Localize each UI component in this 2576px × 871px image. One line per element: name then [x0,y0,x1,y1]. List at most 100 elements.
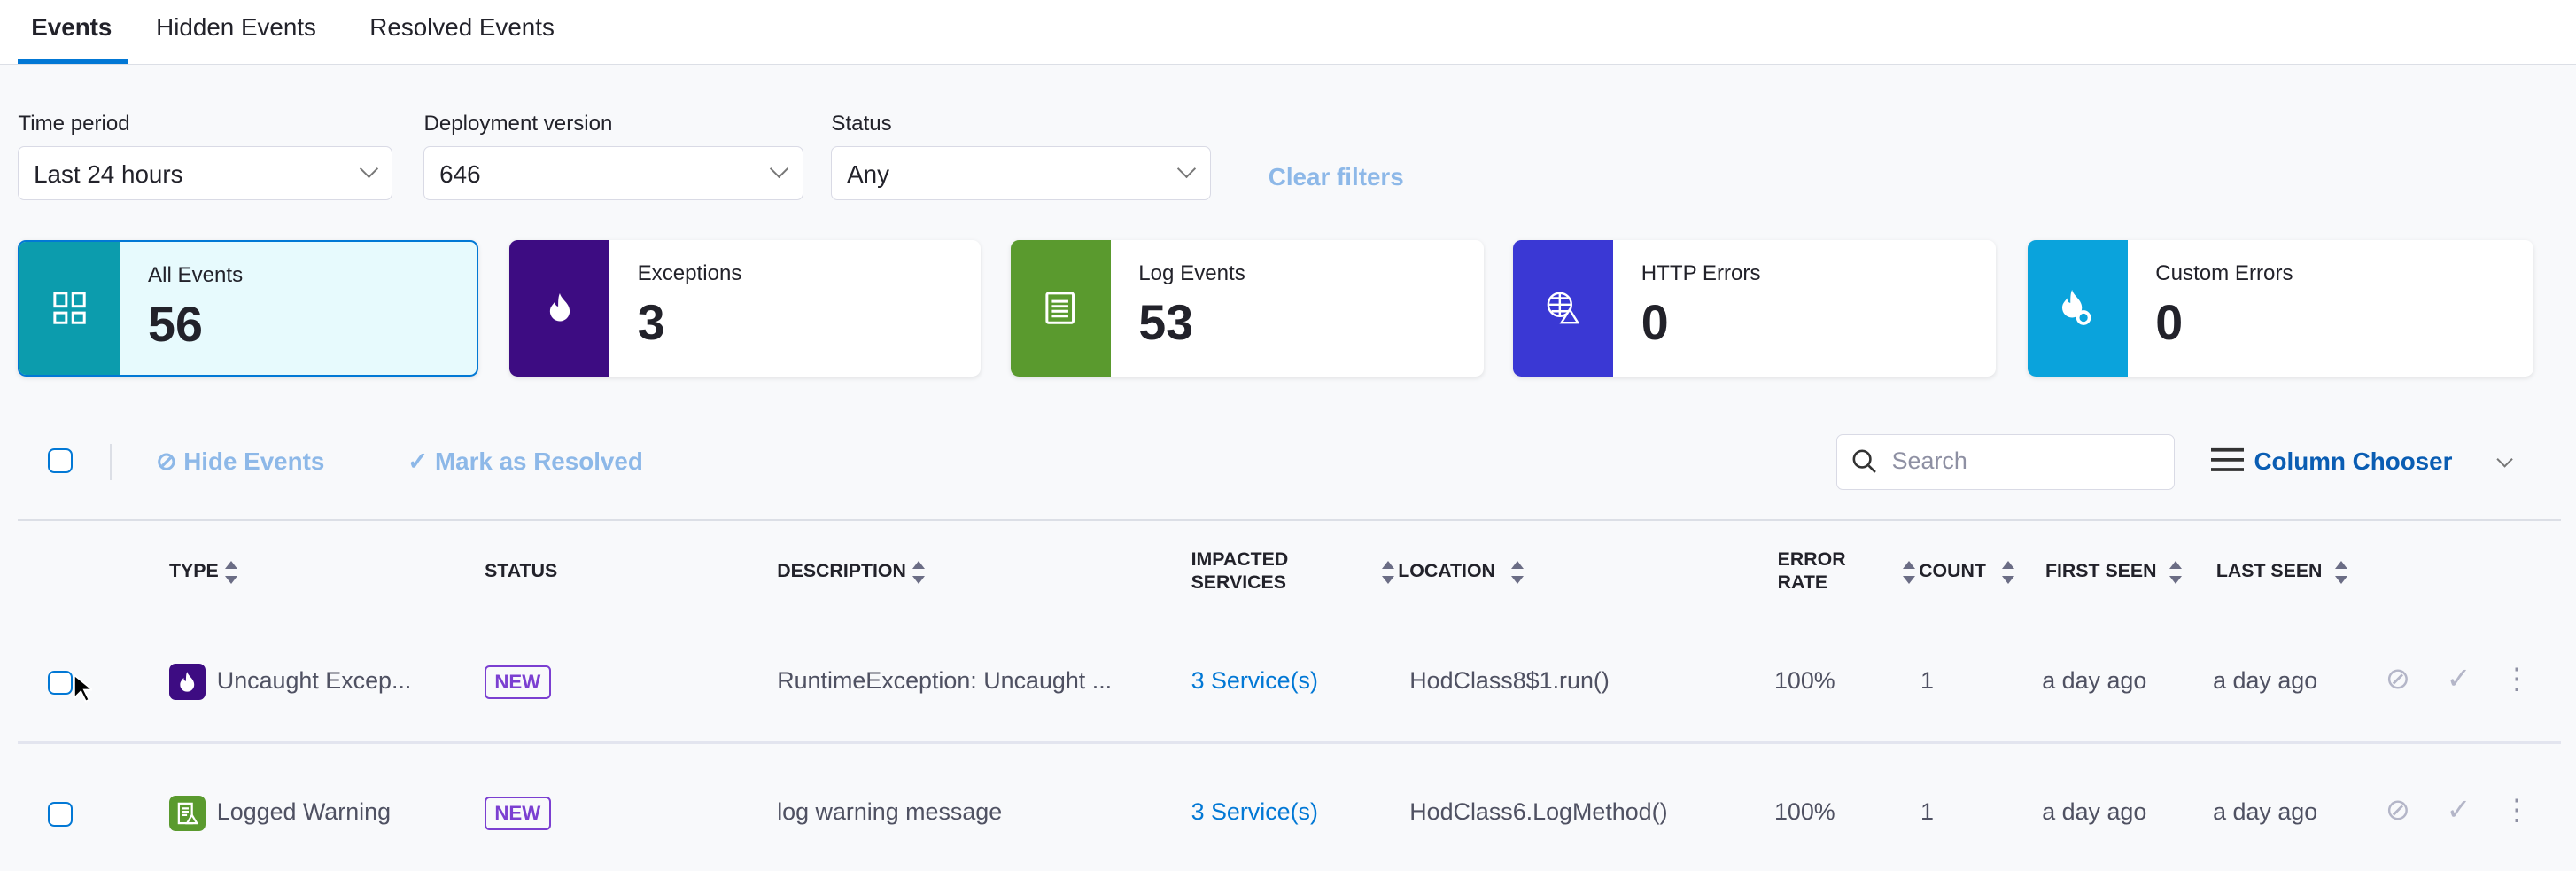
sort-icon [225,560,238,584]
hide-event-icon[interactable]: ⊘ [2385,662,2410,696]
status-select[interactable]: Any [831,146,1211,201]
chevron-down-icon [1177,159,1197,178]
card-count: 0 [1641,294,1669,350]
card-count: 3 [637,294,665,350]
more-options-icon[interactable]: ⋮ [2502,662,2532,696]
sort-icon [912,560,926,584]
select-all-checkbox[interactable] [47,448,73,474]
status-label: Status [831,112,892,136]
card-exceptions[interactable]: Exceptions 3 [508,239,982,377]
grid-icon [19,241,120,375]
error-rate: 100% [1773,666,1835,694]
table-row[interactable]: Uncaught Excep... NEW RuntimeException: … [18,625,2561,740]
event-location: HodClass8$1.run() [1409,666,1610,694]
card-count: 0 [2155,294,2184,350]
resolve-check-icon[interactable]: ✓ [2446,662,2471,696]
log-warning-icon [169,795,206,832]
event-count: 1 [1920,798,1934,826]
sort-icon [2335,560,2348,584]
impacted-services-link[interactable]: 3 Service(s) [1191,798,1318,826]
last-seen: a day ago [2213,798,2318,826]
card-label: All Events [148,262,244,287]
column-header-first-seen[interactable]: FIRST SEEN [2045,560,2190,584]
column-header-status: STATUS [485,560,558,582]
column-header-location[interactable]: LOCATION [1381,560,1532,584]
divider [18,519,2562,521]
time-period-label: Time period [18,112,130,136]
card-custom-errors[interactable]: Custom Errors 0 [2027,239,2533,377]
hide-events-label: Hide Events [183,447,325,476]
toolbar-divider [110,443,113,480]
status-value: Any [847,159,890,188]
hide-event-icon[interactable]: ⊘ [2385,793,2410,827]
tab-bar: Events Hidden Events Resolved Events [0,0,2576,66]
eye-off-icon: ⊘ [156,447,177,476]
sort-icon [1902,560,1916,584]
row-checkbox[interactable] [47,802,73,827]
clear-filters-button[interactable]: Clear filters [1268,162,1404,191]
column-header-count[interactable]: COUNT [1902,560,2022,584]
card-all-events[interactable]: All Events 56 [18,239,478,377]
search-input[interactable]: Search [1836,433,2176,490]
tab-hidden-events[interactable]: Hidden Events [156,12,316,41]
card-http-errors[interactable]: HTTP Errors 0 [1513,239,1997,377]
flame-icon [508,239,610,377]
menu-icon [2211,448,2245,472]
column-header-error-rate: ERROR RATE [1777,548,1846,594]
card-label: Exceptions [637,261,742,285]
deployment-version-value: 646 [439,159,481,188]
last-seen: a day ago [2213,666,2318,694]
chevron-down-icon[interactable] [2496,451,2513,468]
first-seen: a day ago [2042,798,2147,826]
column-header-description[interactable]: DESCRIPTION [777,560,932,584]
row-divider [18,741,2562,745]
row-checkbox[interactable] [47,670,73,696]
table-row[interactable]: Logged Warning NEW log warning message 3… [18,756,2561,871]
search-placeholder: Search [1891,447,1967,475]
deployment-version-label: Deployment version [423,112,613,136]
globe-warning-icon [1513,239,1614,377]
event-count: 1 [1920,666,1934,694]
card-label: Log Events [1138,261,1245,285]
resolve-check-icon[interactable]: ✓ [2446,793,2471,827]
tab-resolved-events[interactable]: Resolved Events [369,12,555,41]
active-tab-indicator [18,58,128,65]
event-type: Logged Warning [216,798,392,826]
chevron-down-icon [770,159,789,178]
card-count: 53 [1138,294,1194,350]
deployment-version-select[interactable]: 646 [423,146,803,201]
mouse-cursor-icon [73,673,92,704]
sort-icon [1381,560,1395,584]
document-icon [1010,239,1111,377]
time-period-select[interactable]: Last 24 hours [18,146,393,201]
card-log-events[interactable]: Log Events 53 [1010,239,1484,377]
more-options-icon[interactable]: ⋮ [2502,793,2532,827]
flame-icon [169,664,206,701]
event-type: Uncaught Excep... [216,666,412,694]
sort-icon [2002,560,2015,584]
event-location: HodClass6.LogMethod() [1409,798,1668,826]
mark-resolved-button[interactable]: ✓ Mark as Resolved [407,447,643,476]
column-chooser-button[interactable]: Column Chooser [2211,447,2452,476]
mark-resolved-label: Mark as Resolved [434,447,643,476]
search-icon [1852,449,1877,474]
status-badge: NEW [485,797,551,830]
time-period-value: Last 24 hours [34,159,183,188]
event-description[interactable]: RuntimeException: Uncaught ... [777,666,1113,694]
status-badge: NEW [485,665,551,699]
impacted-services-link[interactable]: 3 Service(s) [1191,666,1318,694]
flame-gear-icon [2027,239,2128,377]
hide-events-button[interactable]: ⊘ Hide Events [156,447,324,476]
check-icon: ✓ [407,447,429,476]
sort-icon [1511,560,1525,584]
first-seen: a day ago [2042,666,2147,694]
column-header-type[interactable]: TYPE [169,560,244,584]
chevron-down-icon [359,159,378,178]
column-header-impacted-services: IMPACTED SERVICES [1191,548,1289,594]
sort-icon [2169,560,2183,584]
column-header-last-seen[interactable]: LAST SEEN [2216,560,2355,584]
card-label: Custom Errors [2155,261,2293,285]
tab-events[interactable]: Events [31,12,113,41]
event-description[interactable]: log warning message [777,798,1003,826]
column-chooser-label: Column Chooser [2254,447,2453,476]
